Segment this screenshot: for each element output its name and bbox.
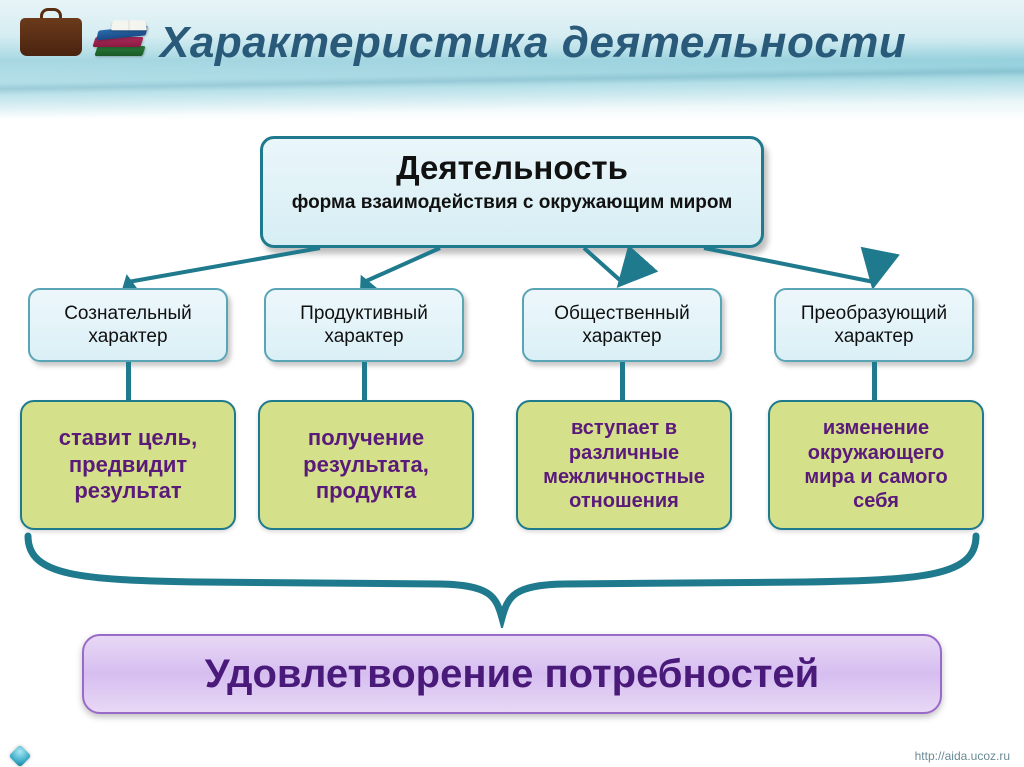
result-box: Удовлетворение потребностей (82, 634, 942, 714)
arrows-svg (0, 246, 1024, 292)
characteristic-box: Общественный характер (522, 288, 722, 362)
footer-url: http://aida.ucoz.ru (915, 749, 1010, 763)
characteristic-box: Преобразующий характер (774, 288, 974, 362)
header-icons (16, 6, 150, 56)
page-title: Характеристика деятельности (160, 18, 1004, 68)
connector-line (126, 362, 131, 400)
characteristic-box: Сознательный характер (28, 288, 228, 362)
main-concept-subtitle: форма взаимодействия с окружающим миром (279, 191, 745, 215)
connector-line (362, 362, 367, 400)
connector-line (620, 362, 625, 400)
gem-icon (9, 745, 32, 767)
connector-line (872, 362, 877, 400)
description-box: вступает в различные межличностные отнош… (516, 400, 732, 530)
briefcase-icon (16, 6, 86, 56)
curly-bracket (20, 528, 984, 628)
description-box: изменение окружающего мира и самого себя (768, 400, 984, 530)
characteristic-box: Продуктивный характер (264, 288, 464, 362)
description-box: получение результата, продукта (258, 400, 474, 530)
main-concept-box: Деятельность форма взаимодействия с окру… (260, 136, 764, 248)
books-icon (90, 20, 150, 56)
main-concept-heading: Деятельность (279, 149, 745, 187)
description-box: ставит цель, предвидит результат (20, 400, 236, 530)
